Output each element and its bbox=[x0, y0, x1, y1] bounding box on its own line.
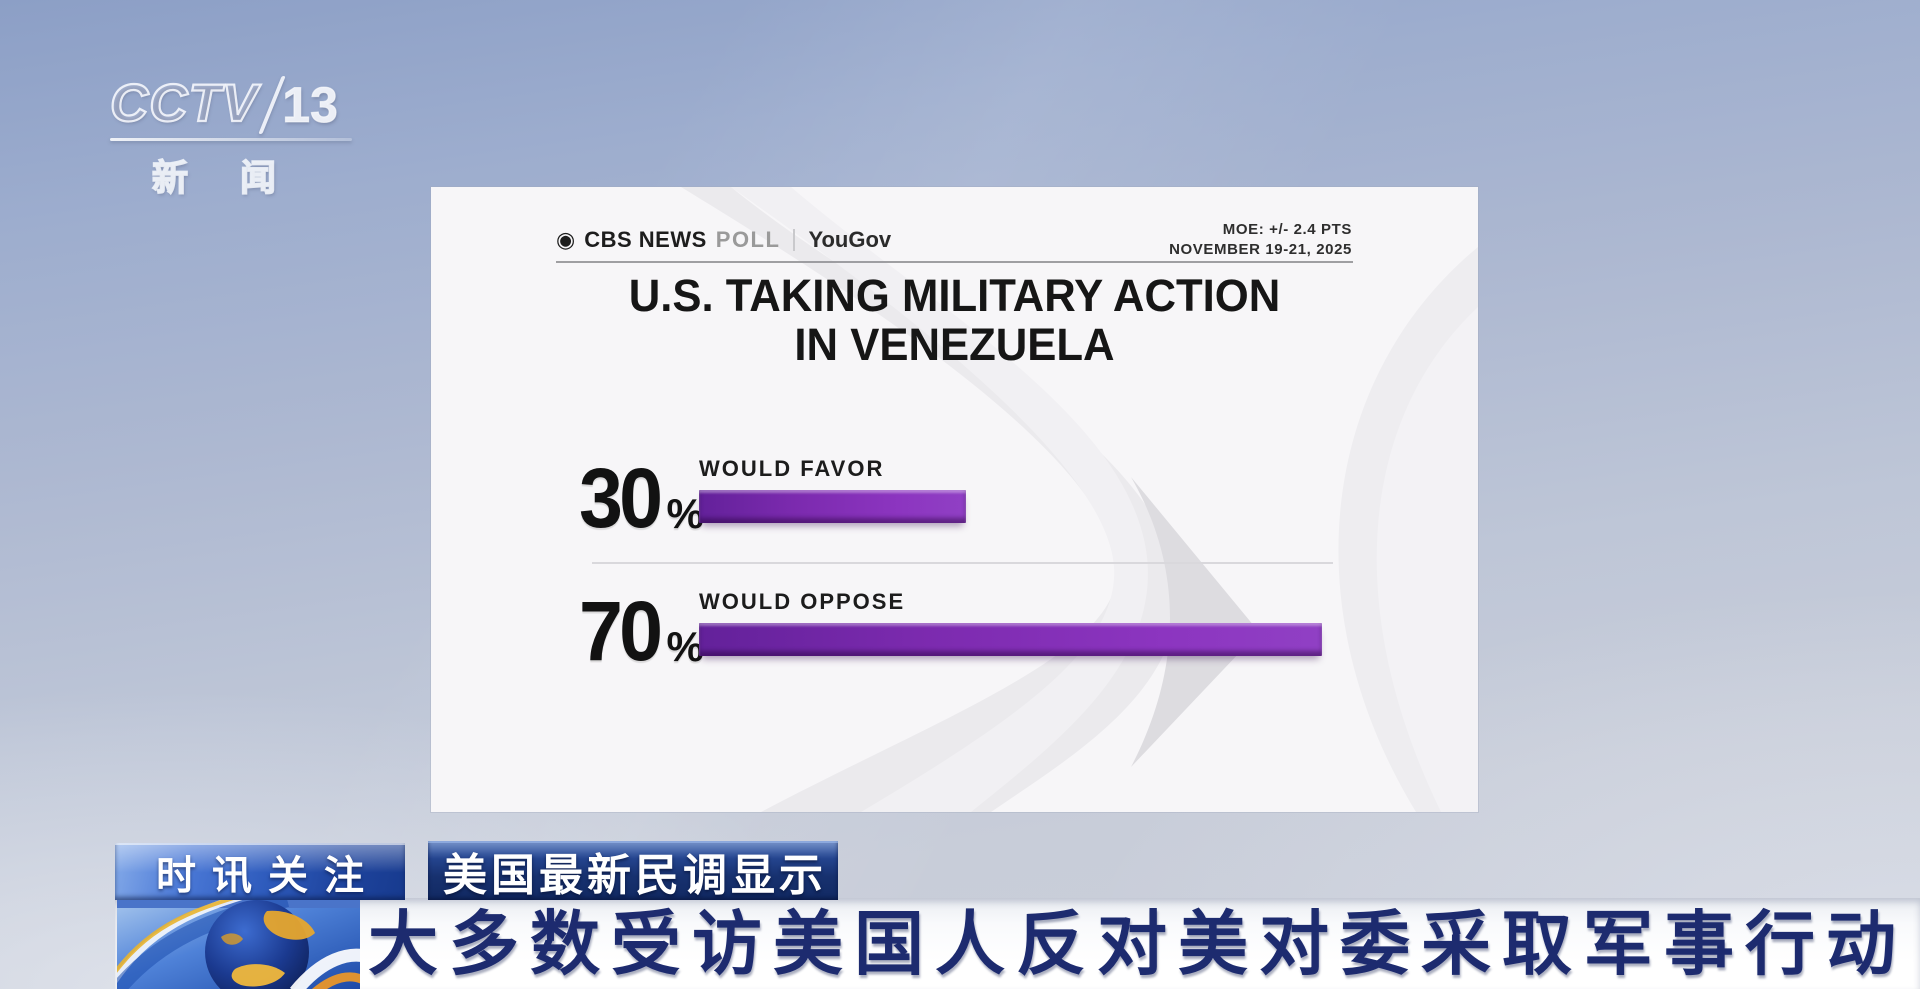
card-source-header: ◉ CBS NEWS POLL YouGov bbox=[556, 227, 891, 253]
rows-divider bbox=[592, 562, 1333, 564]
cctv-watermark: CCTV 13 新闻 bbox=[109, 70, 370, 201]
poll-dates: NOVEMBER 19-21, 2025 bbox=[1169, 241, 1352, 258]
yougov-label: YouGov bbox=[808, 227, 892, 252]
oppose-percentage: 70 % bbox=[579, 584, 704, 678]
favor-value: 30 bbox=[579, 451, 663, 545]
cctv-logo-underline bbox=[110, 138, 352, 141]
margin-of-error-note: MOE: +/- 2.4 PTS NOVEMBER 19-21, 2025 bbox=[1169, 220, 1352, 260]
headline-strip bbox=[115, 898, 1920, 989]
poll-title-line1: U.S. TAKING MILITARY ACTION bbox=[628, 270, 1281, 321]
news-globe-logo bbox=[117, 897, 360, 989]
cctv-news-subtitle: 新闻 bbox=[151, 156, 329, 199]
program-badge: 时讯关注 bbox=[115, 843, 405, 900]
poll-title: U.S. TAKING MILITARY ACTION IN VENEZUELA bbox=[447, 271, 1463, 369]
oppose-value: 70 bbox=[579, 584, 663, 678]
poll-word-label: POLL bbox=[715, 227, 781, 252]
favor-label: WOULD FAVOR bbox=[699, 456, 885, 481]
cbs-eye-icon: ◉ bbox=[556, 227, 576, 252]
cctv-channel-number: 13 bbox=[282, 77, 339, 134]
favor-percent-sign: % bbox=[666, 490, 704, 537]
cbs-news-label: CBS NEWS bbox=[584, 227, 707, 252]
oppose-bar bbox=[699, 623, 1322, 656]
news-headline: 大多数受访美国人反对美对委采取军事行动 bbox=[368, 905, 1907, 983]
oppose-label: WOULD OPPOSE bbox=[699, 589, 906, 614]
oppose-percent-sign: % bbox=[666, 623, 704, 670]
poll-card: ◉ CBS NEWS POLL YouGov MOE: +/- 2.4 PTS … bbox=[431, 187, 1478, 812]
topic-badge: 美国最新民调显示 bbox=[428, 841, 838, 900]
favor-bar bbox=[699, 490, 966, 523]
cctv-logo-row: CCTV 13 bbox=[109, 70, 370, 134]
header-underline bbox=[556, 261, 1353, 263]
header-divider bbox=[793, 229, 796, 251]
poll-title-line2: IN VENEZUELA bbox=[794, 319, 1115, 370]
moe-line: MOE: +/- 2.4 PTS bbox=[1222, 221, 1352, 238]
card-swoosh-graphic bbox=[681, 187, 1478, 812]
favor-percentage: 30 % bbox=[579, 451, 704, 545]
cctv-logo-text: CCTV bbox=[109, 73, 259, 134]
